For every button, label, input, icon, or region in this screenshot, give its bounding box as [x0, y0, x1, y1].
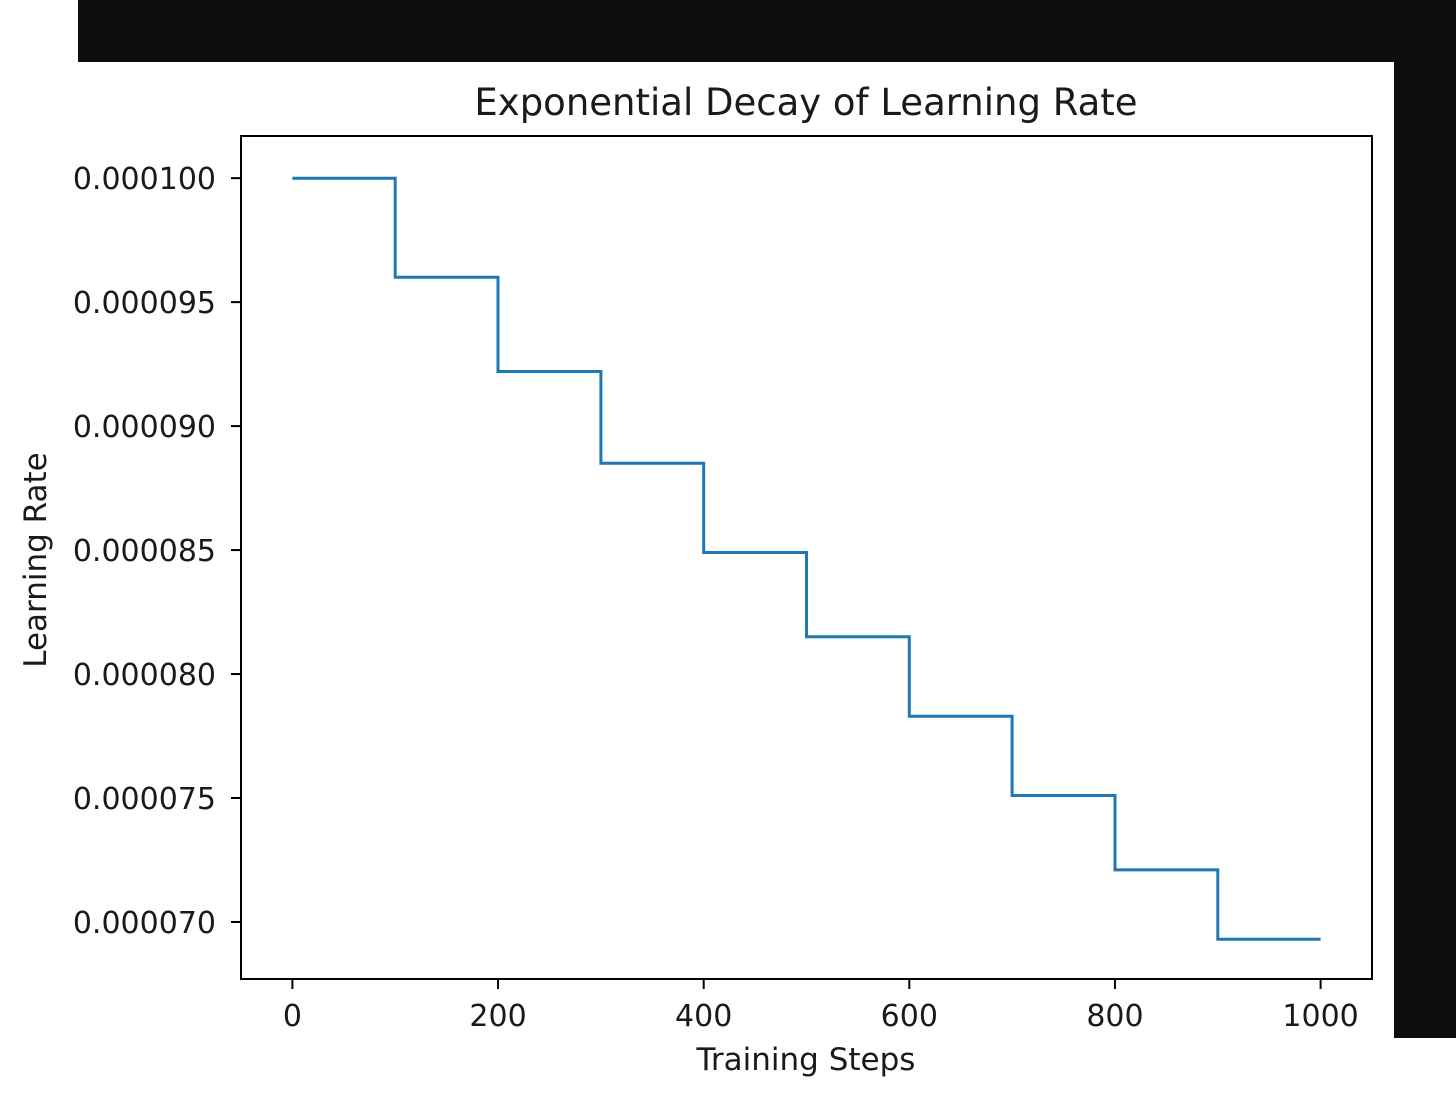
x-tick-label: 1000	[1282, 999, 1358, 1034]
series-line	[292, 176, 1321, 941]
x-axis-ticks: 0 200 400 600 800 1000	[283, 979, 1359, 1034]
x-tick-label: 200	[469, 999, 526, 1034]
y-axis-label: Learning Rate	[18, 452, 54, 668]
x-tick-label: 800	[1086, 999, 1143, 1034]
y-tick-label: 0.000070	[73, 906, 216, 941]
y-tick-label: 0.000075	[73, 782, 216, 817]
chart-title: Exponential Decay of Learning Rate	[474, 81, 1137, 124]
right-frame-band	[1394, 0, 1456, 1038]
x-tick-label: 0	[283, 999, 302, 1034]
y-tick-label: 0.000090	[73, 410, 216, 445]
y-tick-label: 0.000100	[73, 162, 216, 197]
x-axis-label: Training Steps	[696, 1042, 916, 1078]
top-frame-band	[78, 0, 1456, 62]
series-layer	[292, 176, 1321, 941]
y-tick-label: 0.000085	[73, 534, 216, 569]
y-tick-label: 0.000095	[73, 286, 216, 321]
y-axis-ticks: 0.000070 0.000075 0.000080 0.000085 0.000090…	[73, 162, 241, 941]
y-tick-label: 0.000080	[73, 658, 216, 693]
x-tick-label: 600	[881, 999, 938, 1034]
x-tick-label: 400	[675, 999, 732, 1034]
